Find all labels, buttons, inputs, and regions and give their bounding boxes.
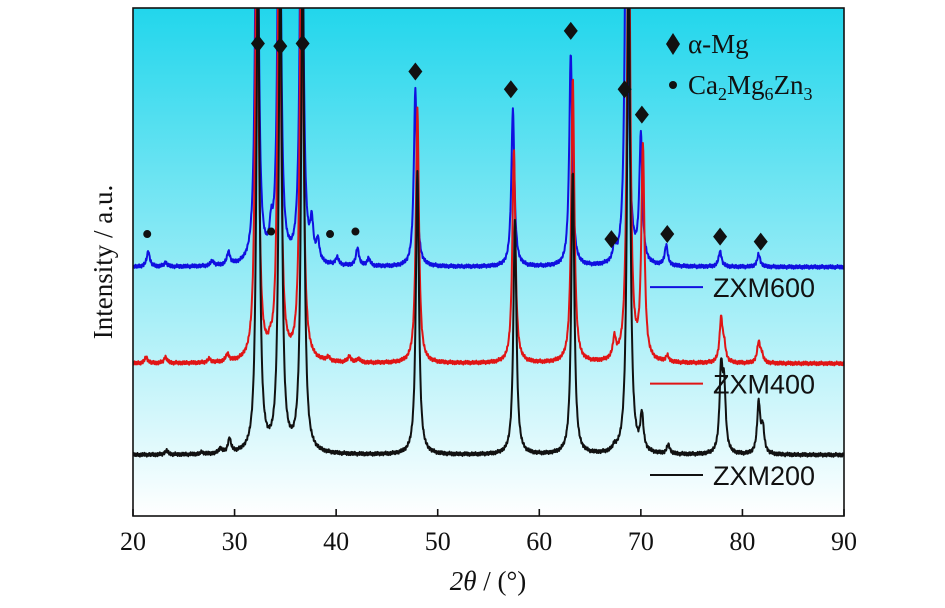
x-tick-label: 60 [526,527,552,556]
x-axis-title-variable: 2θ [450,566,477,596]
alpha-mg-peak-diamond [503,80,518,99]
x-tick-label: 90 [831,527,857,556]
series-zxm600-label: ZXM600 [713,273,815,303]
alpha-mg-peak-diamond [295,34,310,53]
x-tick-label: 30 [222,527,248,556]
alpha-mg-peak-diamond [250,34,265,53]
x-axis-title: 2θ / (°) [450,566,527,596]
x-axis-title-unit: / (°) [476,566,526,596]
plot-background [133,8,844,516]
alpha-mg-peak-diamond [753,232,768,251]
x-tick-label: 20 [120,527,146,556]
legend: α-Mg Ca2Mg6Zn3 [666,29,813,104]
legend-text-part: Ca [688,70,718,100]
alpha-mg-peak-diamond [617,80,632,99]
legend-subscript: 3 [804,84,813,104]
series-zxm200-label: ZXM200 [713,461,815,491]
ca2mg6zn3-peak-dot [267,227,276,236]
legend-label-alpha-mg: α-Mg [688,29,749,59]
plot-frame [132,7,845,517]
x-tick-label: 70 [628,527,654,556]
x-tick-label: 50 [425,527,451,556]
legend-text-part: Zn [774,70,804,100]
alpha-mg-peak-diamond [273,37,288,56]
legend-dot-icon [669,81,677,89]
alpha-mg-peak-diamond [408,62,423,81]
legend-subscript: 2 [718,84,727,104]
legend-text-part: Mg [727,70,765,100]
legend-diamond-icon [666,33,680,55]
legend-subscript: 6 [765,84,774,104]
alpha-mg-peak-diamond [634,105,649,124]
y-axis-title: Intensity / a.u. [88,185,118,339]
alpha-mg-peak-diamond [660,225,675,244]
legend-label-ca2mg6zn3: Ca2Mg6Zn3 [688,70,813,104]
x-tick-label: 40 [323,527,349,556]
alpha-mg-peak-diamond [604,230,619,249]
alpha-mg-peak-diamond [713,227,728,246]
alpha-mg-peak-diamond [563,21,578,40]
ca2mg6zn3-peak-dot [326,230,335,239]
marker-layer [143,21,768,251]
series-layer [133,8,844,458]
series-zxm400-label: ZXM400 [713,370,815,400]
ca2mg6zn3-peak-dot [351,227,360,236]
series-zxm400-line [133,8,844,367]
series-label-layer: ZXM600 ZXM400 ZXM200 [650,273,815,491]
tick-layer: 20 30 40 50 60 70 80 90 [120,509,857,556]
series-zxm600-line [133,8,844,270]
x-tick-label: 80 [729,527,755,556]
ca2mg6zn3-peak-dot [143,230,152,239]
series-zxm200-line [133,8,844,458]
